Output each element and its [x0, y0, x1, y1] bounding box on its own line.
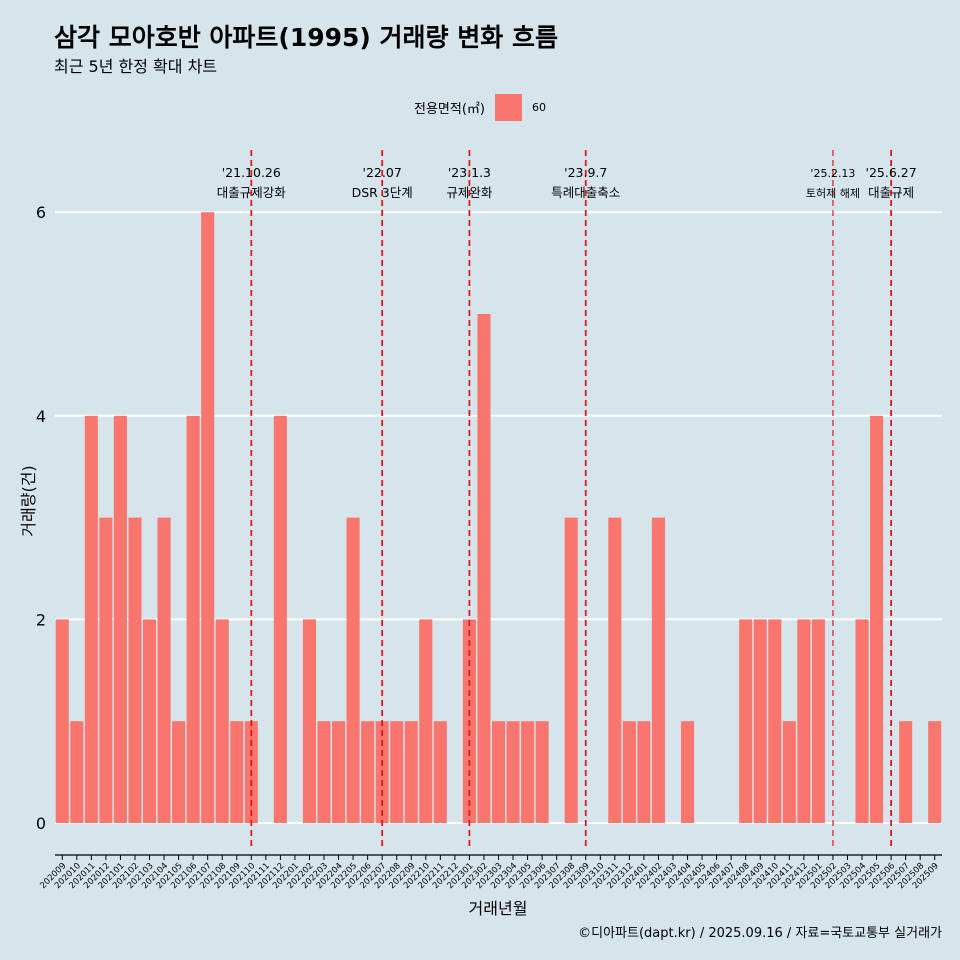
bar	[317, 721, 331, 823]
legend-swatch	[494, 94, 522, 121]
bar	[782, 721, 796, 823]
bar	[273, 415, 287, 823]
y-tick-label: 0	[36, 814, 46, 833]
y-tick-label: 2	[36, 610, 46, 629]
bar	[113, 415, 127, 823]
bar	[811, 619, 825, 823]
bar	[797, 619, 811, 823]
event-date: '21.10.26	[222, 165, 281, 180]
bar	[201, 212, 215, 823]
bar	[680, 721, 695, 823]
y-axis-title: 거래량(건)	[19, 465, 38, 536]
legend-title: 전용면적(㎡)	[414, 102, 485, 117]
bar	[622, 721, 636, 823]
bar	[739, 619, 753, 823]
bar	[172, 721, 186, 823]
bar	[128, 517, 142, 823]
bar	[186, 415, 200, 823]
bar	[753, 619, 767, 823]
event-date: '25.2.13	[810, 167, 855, 180]
legend: 전용면적(㎡) 60	[0, 94, 960, 121]
bar	[230, 721, 244, 823]
bar	[84, 415, 98, 823]
bar	[55, 619, 69, 823]
bar	[390, 721, 404, 823]
source-caption: ©디아파트(dapt.kr) / 2025.09.16 / 자료=국토교통부 실…	[578, 926, 942, 941]
event-label: 토허제 해제	[806, 186, 860, 200]
bar	[899, 721, 913, 823]
bar	[521, 721, 535, 823]
y-tick-label: 6	[36, 203, 46, 222]
event-label: 대출규제	[868, 185, 914, 200]
y-tick-label: 4	[36, 407, 46, 426]
event-date: '23.1.3	[448, 165, 491, 180]
bar	[419, 619, 433, 823]
bar	[477, 314, 491, 823]
chart-subtitle: 최근 5년 한정 확대 차트	[54, 57, 218, 76]
bar	[506, 721, 520, 823]
bar	[637, 721, 651, 823]
x-axis-title: 거래년월	[469, 899, 528, 918]
bar	[564, 517, 578, 823]
bar	[855, 619, 869, 823]
event-label: 특례대출축소	[551, 185, 620, 200]
event-label: 규제완화	[446, 185, 493, 200]
event-label: DSR 3단계	[352, 185, 413, 200]
event-date: '23.9.7	[564, 165, 607, 180]
bar	[535, 721, 549, 823]
bar	[99, 517, 113, 823]
bar	[142, 619, 157, 823]
bar	[361, 721, 375, 823]
bar	[491, 721, 506, 823]
chart-title: 삼각 모아호반 아파트(1995) 거래량 변화 흐름	[54, 23, 558, 52]
event-date: '25.6.27	[866, 165, 917, 180]
bar	[608, 517, 622, 823]
bar	[215, 619, 229, 823]
bar	[433, 721, 447, 823]
bar	[70, 721, 84, 823]
bar	[651, 517, 665, 823]
bar	[302, 619, 317, 823]
event-date: '22.07	[363, 165, 402, 180]
legend-label: 60	[531, 101, 546, 114]
bar	[157, 517, 171, 823]
bar	[404, 721, 418, 823]
bar	[346, 517, 360, 823]
bar	[332, 721, 346, 823]
bar	[870, 415, 884, 823]
bar	[928, 721, 942, 823]
event-label: 대출규제강화	[217, 185, 287, 200]
bar	[768, 619, 782, 823]
